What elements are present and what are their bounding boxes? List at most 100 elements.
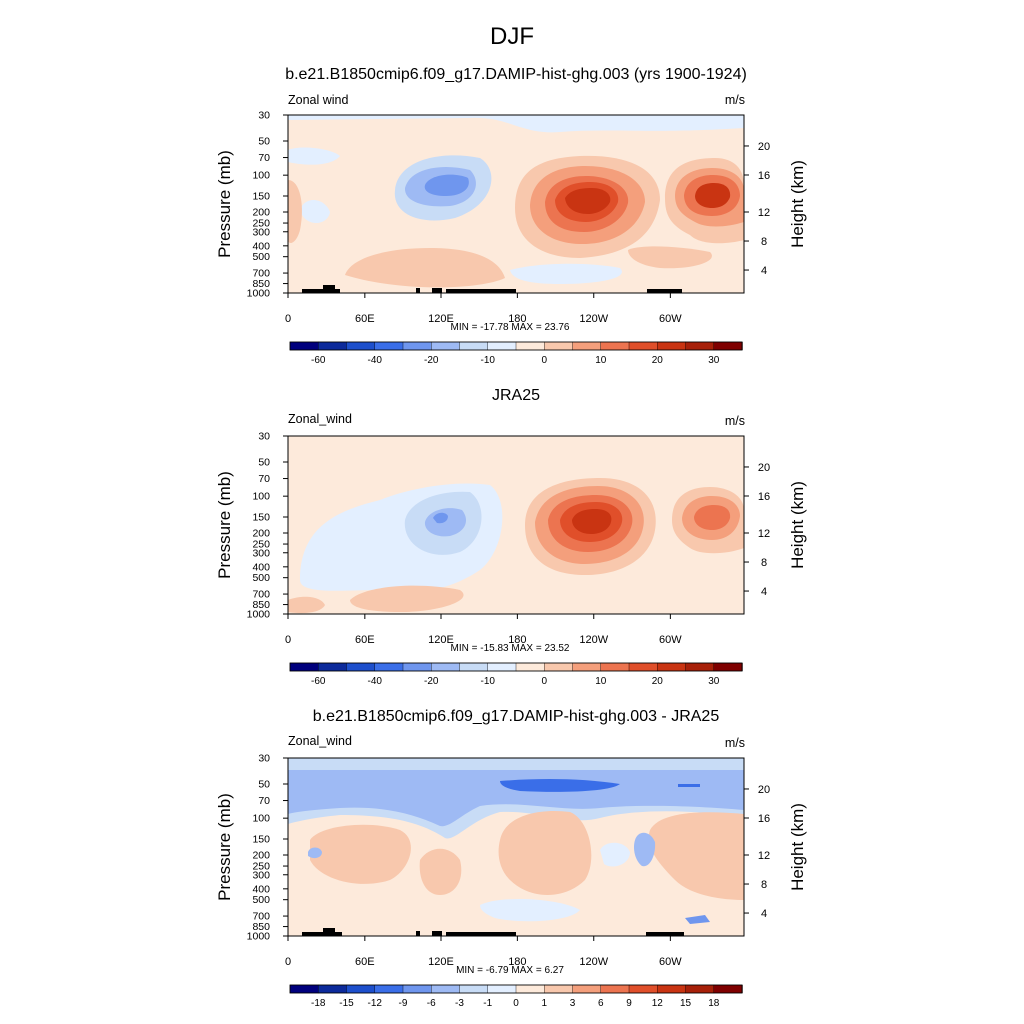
- panel-2-colorbar-swatch: [713, 662, 743, 672]
- panel-1-colorbar-label: -10: [481, 355, 496, 366]
- panel-2-x-tick-label: 0: [285, 634, 291, 646]
- panel-2-frame: [287, 435, 745, 615]
- panel-1-colorbar-swatch: [374, 341, 404, 351]
- panel-2-y2-tick-label: 12: [758, 528, 770, 540]
- panel-1-colorbar-swatch: [544, 341, 574, 351]
- panel-1-colorbar-label: -60: [311, 355, 326, 366]
- panel-2-title: JRA25: [492, 387, 540, 404]
- panel-3-y2-tick-label: 20: [758, 784, 770, 796]
- panel-1-x-tick-label: 0: [285, 313, 291, 325]
- panel-3-y-tick-label: 30: [258, 753, 270, 765]
- panel-3-upper-negative-core: [500, 779, 620, 792]
- panel-2-x-tick-label: 60W: [659, 634, 682, 646]
- panel-2-colorbar-label: -40: [368, 676, 383, 687]
- panel-3-colorbar-swatch: [374, 984, 404, 994]
- panel-2-y-tick-label: 300: [252, 547, 270, 559]
- panel-1-y-tick-label: 100: [252, 170, 270, 182]
- panel-2-units-label: m/s: [725, 414, 745, 428]
- panel-2-colorbar-swatch: [572, 662, 602, 672]
- panel-3-upper-negative-small-core: [678, 784, 700, 787]
- panel-1-x-tick-label: 180: [508, 313, 526, 325]
- panel-3-negative-blob: [633, 832, 656, 867]
- panel-1-field: [288, 115, 744, 293]
- panel-3-colorbar-label: -3: [455, 998, 464, 1009]
- panel-3-y-tick-label: 1000: [247, 931, 271, 943]
- panel-3-small-negative-blob: [308, 847, 322, 859]
- panel-2-y-tick-label: 1000: [247, 609, 271, 621]
- panel-3-colorbar-label: 3: [570, 998, 576, 1009]
- panel-2-colorbar-swatch: [544, 662, 574, 672]
- panel-3-variable-label: Zonal_wind: [288, 734, 352, 748]
- panel-3-x-tick-label: 120E: [428, 956, 454, 968]
- panel-2-y-tick-label: 500: [252, 572, 270, 584]
- panel-3-colorbar-swatch: [459, 984, 489, 994]
- panel-3-x-tick-label: 0: [285, 956, 291, 968]
- panel-2-ylabel: Pressure (mb): [215, 471, 234, 579]
- panel-1-y-tick-label: 70: [258, 152, 270, 164]
- panel-1-y2-tick-label: 8: [761, 236, 767, 248]
- panel-2-y2label: Height (km): [788, 481, 807, 569]
- panel-1-ylabel: Pressure (mb): [215, 150, 234, 258]
- figure-title: DJF: [490, 23, 534, 50]
- panel-1-colorbar-swatch: [713, 341, 743, 351]
- panel-2-y-tick-label: 100: [252, 491, 270, 503]
- panel-3-x-tick-label: 60W: [659, 956, 682, 968]
- panel-3-x-tick-label: 120W: [579, 956, 608, 968]
- panel-3-colorbar-label: 1: [541, 998, 547, 1009]
- panel-3-land-highland: [323, 928, 335, 936]
- panel-2-y-tick-label: 850: [252, 599, 270, 611]
- panel-2-easterly-core: [433, 512, 448, 524]
- panel-1-colorbar-swatch: [685, 341, 715, 351]
- panel-2-y-tick-label: 70: [258, 473, 270, 485]
- panel-3-y-tick-label: 500: [252, 894, 270, 906]
- panel-2-y2-tick-label: 16: [758, 491, 770, 503]
- panel-3-land-africa: [302, 932, 342, 936]
- panel-3-colorbar-swatch: [600, 984, 630, 994]
- panel-1-x-tick-label: 120E: [428, 313, 454, 325]
- panel-1-jet-core: [565, 188, 611, 214]
- panel-3-positive-region-3: [310, 824, 411, 884]
- panel-1-colorbar-swatch: [487, 341, 517, 351]
- panel-3-lower-weak-negative-band: [480, 898, 580, 922]
- axes-layer: 3050701001502002503004005007008501000201…: [247, 110, 770, 969]
- panel-1-colorbar-swatch: [657, 341, 687, 351]
- panel-3-positive-region-4: [419, 848, 462, 895]
- panel-3-colorbar-label: 15: [680, 998, 692, 1009]
- panel-2-colorbar-swatch: [289, 662, 319, 672]
- panel-1-y2-tick-label: 16: [758, 170, 770, 182]
- panel-1-y-tick-label: 500: [252, 251, 270, 263]
- panel-3-y-tick-label: 50: [258, 778, 270, 790]
- panel-2-colorbar-swatch: [600, 662, 630, 672]
- panel-1-lower-westerly-band: [345, 248, 505, 288]
- panel-3-colorbar-label: 18: [708, 998, 720, 1009]
- panel-1-colorbar-label: 30: [708, 355, 720, 366]
- panel-3-colorbar-label: -1: [483, 998, 492, 1009]
- panel-1-upper-weak-easterlies: [288, 115, 744, 133]
- panel-3-x-tick-label: 60E: [355, 956, 375, 968]
- panel-3-upper-negative-band-2: [288, 770, 744, 827]
- panel-1-colorbar-label: 10: [595, 355, 607, 366]
- panel-3-positive-region-1: [498, 810, 592, 895]
- panel-2-colorbar-label: 30: [708, 676, 720, 687]
- panel-3-y2-tick-label: 4: [761, 908, 767, 920]
- panel-1-y2-tick-label: 12: [758, 207, 770, 219]
- panel-3-y2label: Height (km): [788, 803, 807, 891]
- panel-1-y2-tick-label: 4: [761, 265, 767, 277]
- panel-3-colorbar-swatch: [544, 984, 574, 994]
- panel-1-colorbar-swatch: [628, 341, 658, 351]
- panel-2-y2-tick-label: 4: [761, 586, 767, 598]
- panel-1-y-tick-label: 250: [252, 218, 270, 230]
- panel-1-y-tick-label: 1000: [247, 288, 271, 300]
- panel-2-colorbar-label: -60: [311, 676, 326, 687]
- panel-1-x-tick-label: 120W: [579, 313, 608, 325]
- panel-2-field: [288, 436, 744, 614]
- panel-3-colorbar-label: 12: [652, 998, 664, 1009]
- panel-2-y-tick-label: 30: [258, 431, 270, 443]
- panel-3-colorbar-label: 0: [513, 998, 519, 1009]
- panel-3-colorbar-label: -6: [427, 998, 436, 1009]
- panel-2-colorbar-label: -20: [424, 676, 439, 687]
- panel-3-colorbar-swatch: [431, 984, 461, 994]
- panel-1-colorbar-label: 0: [541, 355, 547, 366]
- panel-3-weak-negative-blob: [600, 842, 630, 867]
- panel-3-y2-tick-label: 8: [761, 879, 767, 891]
